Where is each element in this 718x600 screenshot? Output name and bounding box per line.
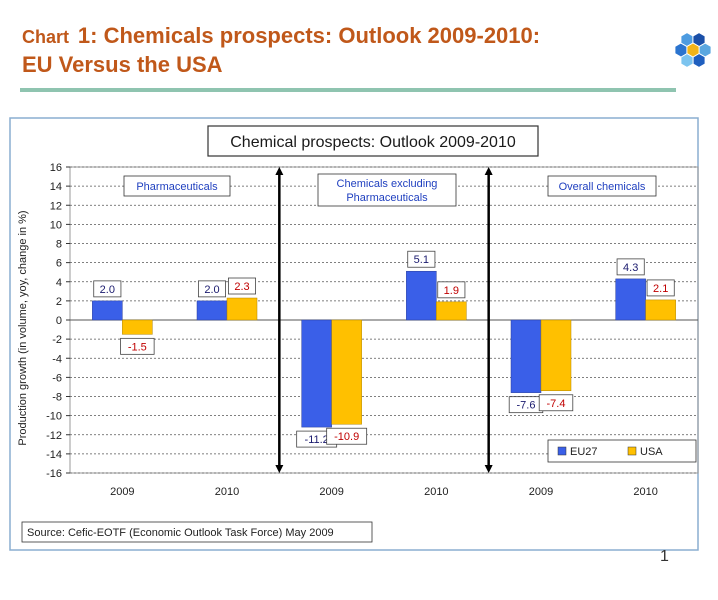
bar-eu27 [510,319,542,393]
x-tick-label: 2009 [529,486,553,498]
legend-swatch [627,446,637,456]
data-label-eu27: 2.0 [100,284,115,296]
data-label-usa-box [120,337,155,355]
data-label-usa-box [227,277,256,295]
y-tick-label: -4 [52,353,62,365]
page-number: 1 [660,548,669,565]
data-label-usa-box [326,427,368,445]
group-label-box [547,175,657,197]
data-label-usa: 2.3 [234,281,249,293]
data-label-usa: 1.9 [444,285,459,297]
group-label-line: Chemicals excluding [337,178,438,190]
y-tick-label: -10 [46,411,62,423]
data-label-usa: -1.5 [128,341,147,353]
title-prefix: Chart [22,27,70,47]
data-label-eu27-box [407,250,436,268]
y-tick-label: 8 [56,239,62,251]
y-tick-label: 10 [50,219,62,231]
chart-title-box [207,125,539,157]
title-divider [20,88,676,92]
y-tick-label: -2 [52,334,62,346]
y-tick-label: -14 [46,449,62,461]
y-tick-label: 2 [56,296,62,308]
x-tick-label: 2010 [215,486,239,498]
bar-eu27 [92,300,123,321]
x-tick-label: 2009 [319,486,343,498]
y-tick-label: 6 [56,258,62,270]
data-label-usa-box [646,279,675,297]
source-box [21,521,373,543]
title-line2: EU Versus the USA [22,52,223,77]
bar-usa [226,297,258,321]
y-tick-label: -16 [46,468,62,480]
x-tick-label: 2009 [110,486,134,498]
title-line1: : Chemicals prospects: Outlook 2009-2010… [90,23,541,48]
data-label-eu27: -7.6 [517,400,536,412]
bar-eu27 [196,300,228,321]
chart-title: Chemical prospects: Outlook 2009-2010 [230,134,516,151]
y-tick-label: -8 [52,392,62,404]
y-tick-label: 12 [50,200,62,212]
data-label-eu27: 2.0 [204,284,219,296]
y-tick-label: 14 [50,181,62,193]
data-label-usa: -7.4 [547,398,566,410]
legend-label: USA [640,446,663,458]
bar-eu27 [301,319,332,428]
title-number: 1 [77,23,91,48]
x-tick-label: 2010 [633,486,657,498]
data-label-eu27-box [93,280,122,298]
bar-usa [645,299,676,321]
bar-usa [540,319,572,392]
bar-usa [436,301,467,321]
data-label-usa: 2.1 [653,283,668,295]
data-label-eu27: -11.2 [305,434,329,446]
legend-swatch [557,446,567,456]
logo-center [686,42,700,58]
data-label-usa-box [538,394,574,412]
data-label-usa: -10.9 [334,431,359,443]
group-label: Pharmaceuticals [136,181,218,193]
data-label-eu27-box [197,280,226,298]
legend-label: EU27 [570,446,598,458]
y-tick-label: -12 [46,430,62,442]
hexagon-flower-logo-icon [674,32,712,68]
y-tick-label: -6 [52,372,62,384]
y-tick-label: 0 [56,315,62,327]
data-label-eu27: 4.3 [623,262,638,274]
data-label-usa-box [437,281,466,299]
group-label-box [123,175,231,197]
legend [547,439,697,463]
group-label: Overall chemicals [559,181,646,193]
slide-title: Chart 1: Chemicals prospects: Outlook 20… [22,18,642,79]
y-tick-label: 4 [56,277,62,289]
data-label-eu27-box [616,258,645,276]
bar-usa [122,319,153,335]
data-label-eu27: 5.1 [414,254,429,266]
y-tick-label: 16 [50,162,62,174]
bar-usa [331,319,362,425]
group-label-line: Pharmaceuticals [346,192,428,204]
bar-eu27 [615,278,646,321]
y-axis-label: Production growth (in volume, yoy, chang… [17,210,29,445]
group-label-box [317,173,457,207]
source-text: Source: Cefic-EOTF (Economic Outlook Tas… [27,527,334,539]
x-tick-label: 2010 [424,486,448,498]
group-label: Chemicals excluding Pharmaceuticals [337,178,438,204]
bar-eu27 [406,270,437,321]
